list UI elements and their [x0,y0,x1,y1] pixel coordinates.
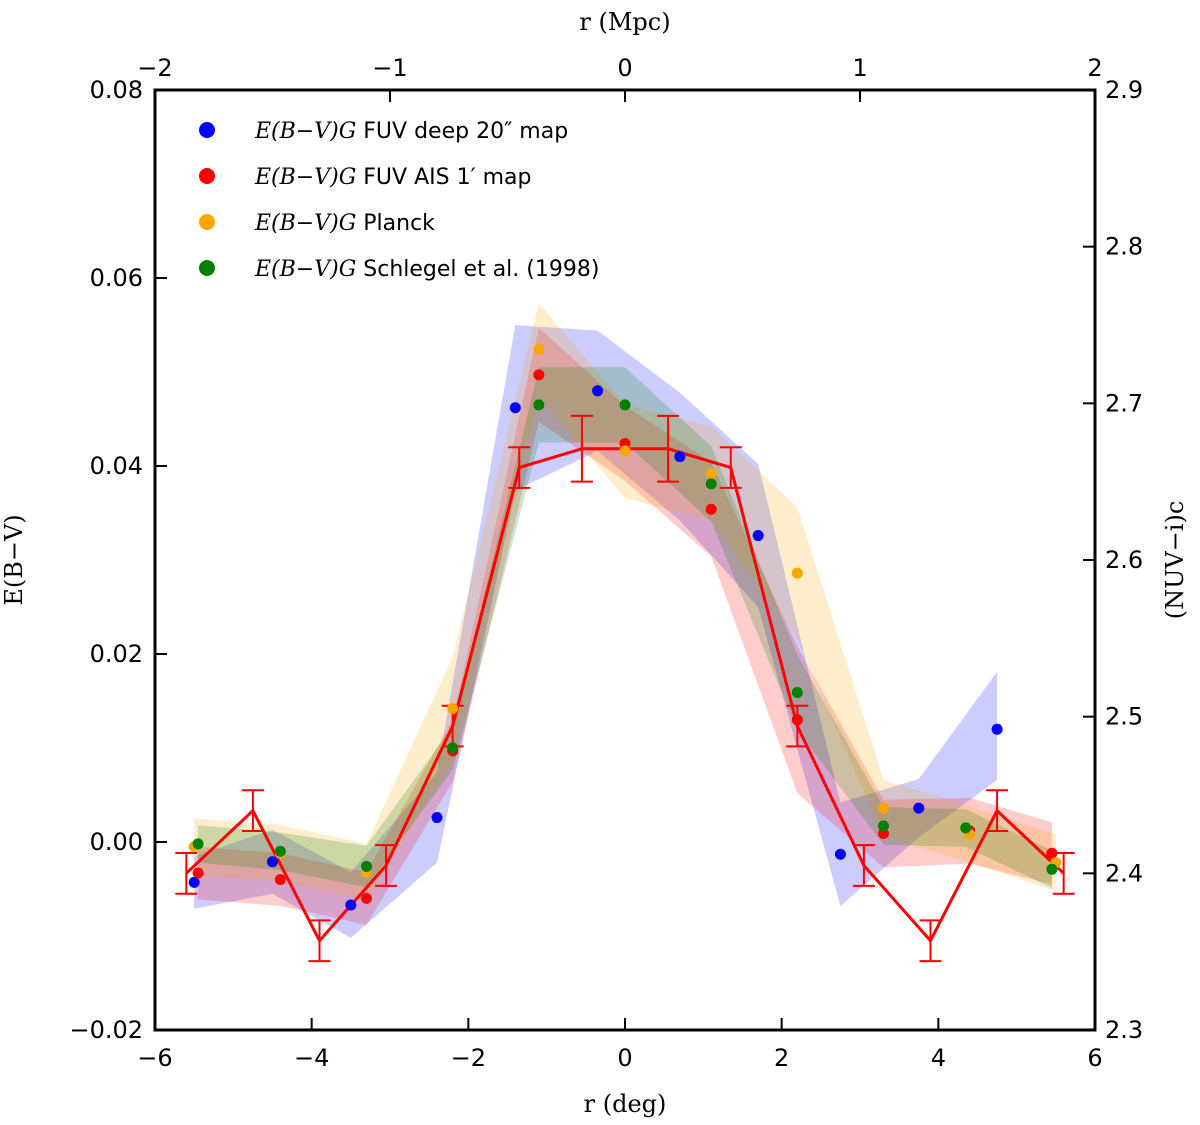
y-tick-label: 0.08 [90,76,143,104]
x2-tick-label: 0 [617,54,632,82]
point-series-3 [447,742,459,754]
legend-marker [199,168,215,184]
point-series-0 [267,856,278,868]
point-series-3 [705,478,717,490]
x-tick-label: −2 [451,1044,486,1072]
point-series-0 [752,530,764,542]
point-series-0 [834,848,846,860]
x-tick-label: 6 [1087,1044,1102,1072]
y-axis-title: E(B−V) [0,514,28,605]
x2-tick-label: −1 [372,54,407,82]
point-series-1 [1046,847,1058,859]
point-series-3 [361,860,372,872]
x-tick-label: −6 [137,1044,172,1072]
point-series-0 [188,876,200,888]
band-series-3 [198,367,1052,889]
point-series-1 [705,503,717,515]
point-series-1 [619,437,631,449]
y2-tick-label: 2.4 [1105,859,1143,887]
point-series-0 [509,402,521,414]
legend-marker [199,214,215,230]
x2-axis-title: r (Mpc) [579,8,670,36]
point-series-2 [533,343,545,355]
y-tick-label: 0.06 [90,264,143,292]
y2-tick-label: 2.3 [1105,1016,1143,1044]
point-series-1 [533,369,545,381]
point-series-2 [878,802,889,814]
y2-tick-label: 2.9 [1105,76,1143,104]
point-series-0 [674,451,686,463]
y2-axis-title: (NUV−i)c [1161,501,1189,620]
axis-ticks: −6 −4 −2 0 2 4 6 −2 −1 0 1 2 −0.02 0.00 0.02 0.04 0.06 0.… [69,54,1143,1072]
y2-tick-label: 2.8 [1105,233,1143,261]
point-series-3 [192,838,204,850]
y-tick-label: −0.02 [69,1016,143,1044]
point-series-2 [619,445,631,457]
y2-tick-label: 2.6 [1105,546,1143,574]
x2-tick-label: 1 [852,54,867,82]
point-series-2 [447,703,459,715]
x-tick-label: 2 [774,1044,789,1072]
point-series-3 [1046,863,1058,875]
point-series-3 [878,820,889,832]
point-series-0 [431,812,443,824]
legend-label: E(B−V)G Planck [254,211,435,236]
legend-marker [199,122,215,138]
y2-tick-label: 2.7 [1105,389,1143,417]
uncertainty-bands [194,303,1056,938]
point-series-3 [619,399,631,411]
y-tick-label: 0.00 [90,828,143,856]
y-tick-label: 0.02 [90,640,143,668]
point-series-3 [960,822,972,834]
legend: E(B−V)G FUV deep 20″ map E(B−V)G FUV AIS … [199,119,599,282]
y2-tick-label: 2.5 [1105,703,1143,731]
x2-tick-label: −2 [137,54,172,82]
point-series-1 [192,867,204,879]
legend-label: E(B−V)G Schlegel et al. (1998) [254,257,599,282]
x-tick-label: 0 [617,1044,632,1072]
point-series-0 [991,723,1003,735]
point-series-1 [791,714,803,726]
legend-label: E(B−V)G FUV AIS 1′ map [254,165,531,190]
y-tick-label: 0.04 [90,452,143,480]
point-series-3 [533,399,545,411]
point-series-2 [705,468,717,480]
point-series-3 [274,845,286,857]
point-series-0 [913,802,925,814]
band-series-2 [194,303,1056,901]
legend-label: E(B−V)G FUV deep 20″ map [254,119,568,144]
point-series-1 [878,828,889,840]
x-axis-title: r (deg) [584,1090,667,1118]
data-points [188,343,1062,911]
x-tick-label: 4 [931,1044,946,1072]
point-series-0 [345,899,357,911]
point-series-3 [791,687,803,699]
x-tick-label: −4 [294,1044,329,1072]
band-series-1 [198,327,1052,925]
point-series-2 [791,567,803,579]
legend-marker [199,260,215,276]
point-series-0 [592,385,604,397]
x2-tick-label: 2 [1087,54,1102,82]
point-series-1 [361,892,372,904]
point-series-1 [274,874,286,886]
